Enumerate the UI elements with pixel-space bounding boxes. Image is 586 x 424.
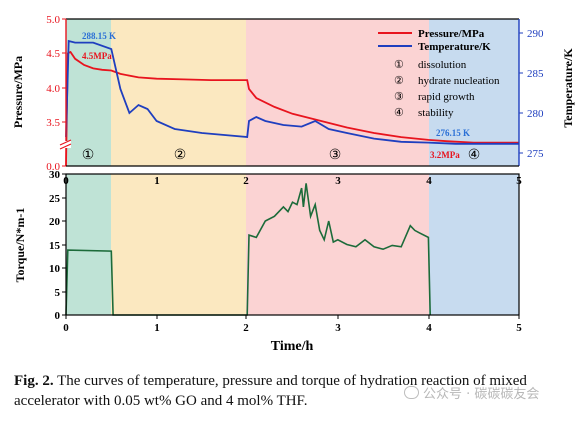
axis-break-icon bbox=[59, 139, 72, 150]
torque-tick-20: 20 bbox=[49, 216, 61, 228]
annotation-start-pressure: 4.5MPa bbox=[82, 51, 112, 61]
top-x-tick-1: 1 bbox=[154, 175, 160, 187]
temperature-axis-label: Temperature/K bbox=[561, 48, 575, 128]
region-number-2: ② bbox=[174, 148, 187, 163]
stage-list-text-1: dissolution bbox=[418, 59, 467, 71]
legend-pressure-label: Pressure/MPa bbox=[418, 28, 485, 40]
pressure-tick-0.0: 0.0 bbox=[46, 161, 60, 173]
region-number-1: ① bbox=[82, 148, 95, 163]
annotation-end-temp: 276.15 K bbox=[436, 128, 470, 138]
stage4-band-bottom bbox=[429, 174, 519, 315]
stage-list-num-4: ④ bbox=[394, 107, 404, 119]
stage-list-num-2: ② bbox=[394, 75, 404, 87]
pressure-tick-5.0: 5.0 bbox=[46, 14, 60, 26]
annotation-start-temp: 288.15 K bbox=[82, 31, 116, 41]
torque-tick-0: 0 bbox=[55, 310, 61, 322]
torque-axis-ticks: 0 5 10 15 20 25 30 bbox=[49, 169, 66, 322]
x-axis-label: Time/h bbox=[271, 339, 314, 354]
torque-tick-10: 10 bbox=[49, 263, 61, 275]
torque-line bbox=[65, 183, 431, 316]
pressure-tick-4.0: 4.0 bbox=[46, 83, 60, 95]
torque-tick-5: 5 bbox=[55, 287, 61, 299]
stage-bands-bottom bbox=[66, 174, 519, 315]
wechat-icon bbox=[404, 386, 419, 399]
top-panel-frame bbox=[59, 18, 520, 167]
torque-tick-15: 15 bbox=[49, 240, 61, 252]
temperature-tick-280: 280 bbox=[527, 108, 544, 120]
temperature-tick-290: 290 bbox=[527, 28, 544, 40]
bottom-x-axis-ticks: 0 1 2 3 4 5 bbox=[63, 315, 522, 334]
legend-temperature-label: Temperature/K bbox=[418, 41, 491, 53]
bottom-x-tick-2: 2 bbox=[243, 322, 249, 334]
torque-tick-25: 25 bbox=[49, 193, 61, 205]
stage3-band-bottom bbox=[246, 174, 429, 315]
watermark-text: 公众号 · 碳碳碳友会 bbox=[423, 387, 540, 402]
temperature-tick-275: 275 bbox=[527, 148, 544, 160]
caption-text: The curves of temperature, pressure and … bbox=[14, 373, 527, 409]
annotation-end-pressure: 3.2MPa bbox=[430, 150, 460, 160]
stage-list-num-3: ③ bbox=[394, 91, 404, 103]
region-number-4: ④ bbox=[468, 148, 481, 163]
pressure-axis-label: Pressure/MPa bbox=[11, 56, 25, 128]
bottom-x-tick-4: 4 bbox=[426, 322, 432, 334]
region-numbers: ① ② ③ ④ bbox=[82, 148, 481, 163]
stage-list-text-2: hydrate nucleation bbox=[418, 75, 500, 87]
region-number-3: ③ bbox=[329, 148, 342, 163]
bottom-x-tick-3: 3 bbox=[335, 322, 341, 334]
top-x-axis-ticks: 0 1 2 3 4 5 bbox=[63, 175, 522, 187]
stage-list-text-4: stability bbox=[418, 107, 454, 119]
torque-tick-30: 30 bbox=[49, 169, 61, 181]
pressure-axis-ticks: 5.0 4.5 4.0 3.5 0.0 bbox=[46, 14, 66, 173]
top-x-tick-5: 5 bbox=[516, 175, 522, 187]
top-x-tick-0: 0 bbox=[63, 175, 69, 187]
stage-list-text-3: rapid growth bbox=[418, 91, 475, 103]
watermark: 公众号 · 碳碳碳友会 bbox=[404, 383, 539, 402]
figure-caption: Fig. 2. The curves of temperature, press… bbox=[14, 371, 574, 411]
stage-list-num-1: ① bbox=[394, 59, 404, 71]
figure-chart: 5.0 4.5 4.0 3.5 0.0 Pressure/MPa 290 285… bbox=[11, 14, 575, 354]
stage1-band-bottom bbox=[66, 174, 111, 315]
bottom-x-tick-0: 0 bbox=[63, 322, 69, 334]
pressure-line bbox=[65, 50, 519, 167]
pressure-tick-4.5: 4.5 bbox=[46, 48, 60, 60]
bottom-x-tick-5: 5 bbox=[516, 322, 522, 334]
stage-list: ① dissolution ② hydrate nucleation ③ rap… bbox=[394, 59, 500, 119]
temperature-axis-ticks: 290 285 280 275 bbox=[519, 28, 544, 160]
caption-label: Fig. 2. bbox=[14, 373, 54, 389]
torque-axis-label: Torque/N*m-1 bbox=[13, 208, 27, 283]
top-x-tick-2: 2 bbox=[243, 175, 249, 187]
legend: Pressure/MPa Temperature/K bbox=[378, 28, 491, 53]
pressure-tick-3.5: 3.5 bbox=[46, 117, 60, 129]
top-x-tick-3: 3 bbox=[335, 175, 341, 187]
bottom-x-tick-1: 1 bbox=[154, 322, 160, 334]
temperature-line bbox=[65, 39, 519, 145]
temperature-tick-285: 285 bbox=[527, 68, 544, 80]
annotations: 288.15 K 4.5MPa 276.15 K 3.2MPa bbox=[82, 31, 470, 160]
stage2-band-bottom bbox=[111, 174, 246, 315]
top-x-tick-4: 4 bbox=[426, 175, 432, 187]
stage2-band-top bbox=[111, 19, 246, 166]
stage1-band-top bbox=[66, 19, 111, 166]
